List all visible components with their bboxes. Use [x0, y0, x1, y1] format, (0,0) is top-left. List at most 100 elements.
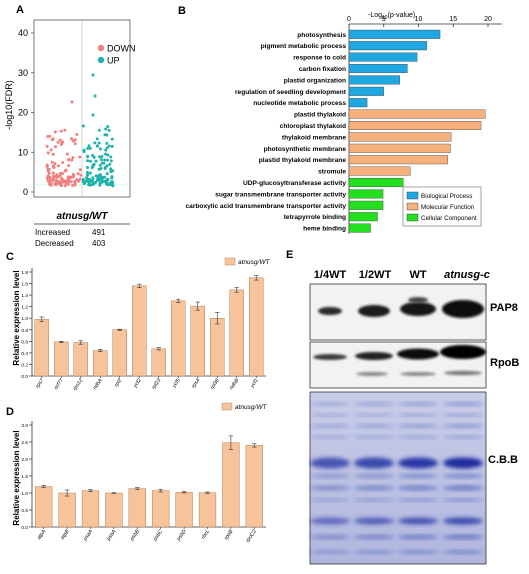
cbb-band	[443, 474, 483, 478]
volcano-point-down	[58, 171, 62, 175]
volcano-point-outlier	[70, 100, 74, 104]
legend-up-marker	[97, 56, 105, 64]
volcano-point-down	[71, 156, 75, 160]
expression-bar	[112, 329, 127, 377]
expression-bar	[58, 492, 76, 528]
volcano-point-up	[106, 158, 110, 162]
volcano-point-up	[95, 178, 99, 182]
bar-y-tick-label: 1.0	[21, 316, 28, 322]
lane-label-1: 1/4WT	[314, 269, 347, 281]
cbb-band	[310, 413, 350, 417]
blot-label-pap8: PAP8	[490, 302, 518, 314]
blot-label-rpob: RpoB	[490, 357, 519, 369]
volcano-point-up	[111, 169, 115, 173]
legend-cc-label: Cellular Component	[421, 215, 477, 222]
volcano-point-outlier	[91, 73, 95, 77]
panel-d-ylabel: Relative expression level	[12, 430, 21, 525]
volcano-point-down	[71, 139, 75, 143]
blot-label-cbb: C.B.B	[488, 454, 518, 466]
gene-label: orf77	[53, 377, 65, 391]
volcano-point-up	[92, 155, 96, 159]
go-term-label: regulation of seedling development	[235, 89, 347, 96]
volcano-point-up	[104, 127, 108, 131]
volcano-point-up	[106, 125, 110, 129]
go-bar	[348, 166, 411, 176]
volcano-point-down	[59, 181, 63, 185]
expression-bar	[151, 348, 166, 377]
volcano-point-up	[103, 133, 107, 137]
go-term-label: thylakoid membrane	[282, 134, 346, 141]
volcano-point-up	[97, 167, 101, 171]
volcano-point-up	[110, 144, 114, 148]
volcano-y-tick-label: 40	[18, 28, 28, 38]
volcano-point-up	[107, 128, 111, 132]
cbb-band	[443, 517, 483, 525]
expression-bar	[132, 285, 147, 377]
legend-c-label: atnusg/WT	[238, 259, 270, 266]
rpob-band-2	[355, 352, 393, 360]
panel-a: A -log10(FDR) 0 10 20 30 40 DOWN UP atnusg/W…	[4, 4, 136, 248]
bar-y-tick-label: 0.6	[21, 339, 28, 345]
cbb-band	[310, 474, 350, 478]
panel-d: D Relative expression level 0.0 0.5 1.0 1.5…	[6, 402, 267, 544]
volcano-point-down	[46, 174, 50, 178]
cbb-band	[398, 485, 438, 491]
volcano-y-ticks: 0 10 20 30 40	[18, 28, 34, 197]
bar-y-tick-label: 0.0	[21, 525, 28, 531]
expression-bar	[93, 350, 108, 377]
go-term-label: UDP-glucosyltransferase activity	[243, 180, 346, 187]
bar-y-tick-label: 1.8	[21, 270, 28, 276]
volcano-point-up	[91, 176, 95, 180]
expression-bar	[73, 342, 88, 377]
cbb-bands	[310, 402, 483, 554]
legend-down-label: DOWN	[107, 44, 136, 54]
go-bar	[348, 200, 384, 210]
volcano-point-down	[58, 173, 62, 177]
volcano-point-up	[105, 182, 109, 186]
cbb-band	[398, 474, 438, 478]
volcano-point-up	[109, 167, 113, 171]
volcano-point-up	[88, 171, 92, 175]
volcano-point-down	[59, 129, 63, 133]
panel-b-xlabel: -Log10(p-value)	[368, 12, 415, 21]
volcano-point-down	[69, 180, 73, 184]
volcano-point-down	[63, 184, 67, 188]
volcano-point-down	[51, 152, 55, 156]
volcano-point-up	[105, 141, 109, 145]
bar-y-tick-label: 1.4	[21, 293, 28, 299]
expression-bar	[171, 300, 186, 377]
expression-bar	[35, 486, 53, 528]
cbb-band	[398, 457, 438, 469]
volcano-point-down	[75, 132, 79, 136]
volcano-point-down	[46, 151, 50, 155]
volcano-point-up	[100, 155, 104, 159]
bar-y-tick-label: 0.2	[21, 362, 28, 368]
cbb-band	[354, 457, 394, 469]
volcano-point-up	[87, 178, 91, 182]
cbb-band	[310, 435, 350, 439]
rpob-band-4	[440, 345, 486, 359]
volcano-point-down	[52, 165, 56, 169]
rpob-band-1	[313, 354, 347, 360]
legend-c-swatch	[224, 257, 236, 266]
decreased-value: 403	[92, 239, 106, 248]
volcano-point-up	[100, 161, 104, 165]
go-x-tick-label: 0	[347, 16, 351, 23]
pap8-band-3-upper	[408, 297, 428, 303]
go-term-label: response to cold	[293, 55, 346, 62]
expression-bar	[198, 492, 217, 528]
expression-bar	[249, 277, 264, 377]
volcano-point-down	[45, 144, 49, 148]
volcano-point-up	[109, 180, 113, 184]
volcano-point-up	[85, 173, 89, 177]
volcano-point-up	[91, 164, 95, 168]
volcano-point-up	[109, 155, 113, 159]
rpob-lower-band-3	[400, 372, 436, 376]
cbb-band	[354, 485, 394, 491]
cbb-band	[354, 517, 394, 525]
volcano-point-down	[66, 182, 70, 186]
gene-label: psbA	[105, 528, 118, 542]
volcano-point-up	[99, 158, 103, 162]
rpob-lower-band-2	[356, 372, 388, 376]
